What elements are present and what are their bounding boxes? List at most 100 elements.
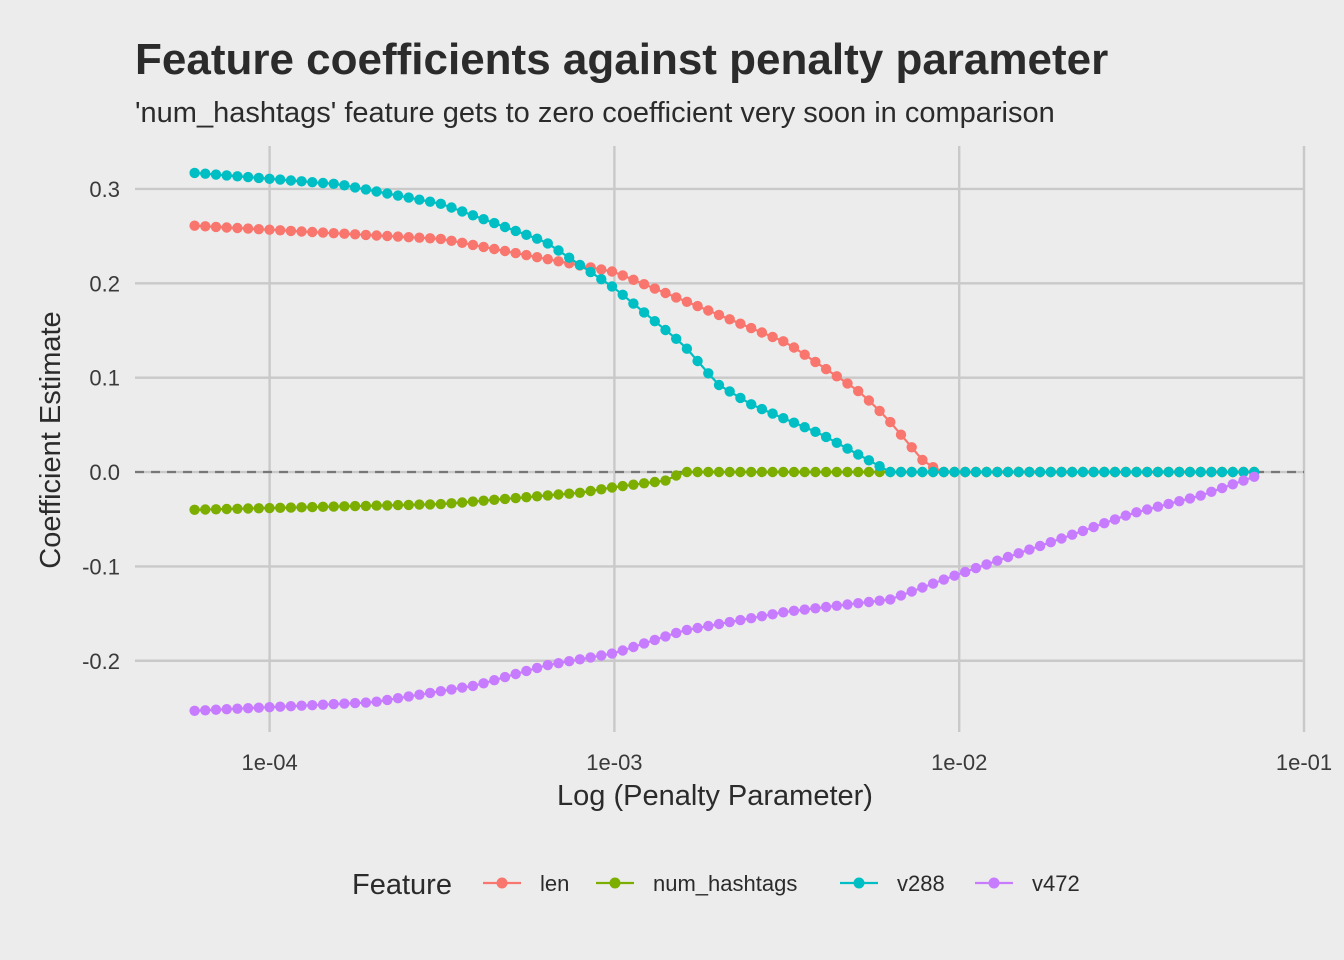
legend-key-point: [853, 877, 865, 889]
data-point: [1109, 466, 1121, 478]
data-point: [810, 356, 821, 368]
data-point: [960, 566, 971, 578]
data-point: [382, 694, 393, 706]
data-point: [927, 466, 939, 478]
data-point: [1056, 533, 1067, 544]
data-point: [788, 417, 800, 428]
legend-key-point: [988, 877, 1000, 889]
data-point: [446, 202, 457, 213]
data-point: [467, 239, 479, 251]
data-point: [1120, 466, 1132, 478]
data-point: [617, 645, 628, 656]
data-point: [424, 196, 436, 207]
data-point: [713, 309, 725, 321]
data-point: [992, 466, 1003, 478]
data-point: [585, 266, 596, 278]
data-point: [285, 175, 297, 186]
data-point: [692, 355, 703, 367]
data-point: [521, 665, 532, 677]
data-point: [1249, 471, 1260, 482]
y-tick-label: -0.1: [82, 554, 120, 579]
data-point: [831, 437, 842, 448]
data-point: [210, 704, 222, 715]
data-point: [285, 225, 297, 237]
data-point: [649, 476, 660, 488]
series-line: [194, 475, 1255, 712]
data-point: [264, 224, 275, 235]
data-point: [296, 700, 307, 711]
x-axis-ticks: 1e-04 1e-03 1e-02 1e-01: [241, 750, 1332, 775]
data-point: [585, 485, 596, 497]
data-point: [1184, 466, 1196, 478]
data-point: [510, 225, 521, 237]
series-layer: [189, 167, 1260, 716]
data-point: [799, 604, 810, 615]
data-point: [1013, 548, 1024, 559]
data-point: [638, 638, 650, 649]
data-point: [499, 221, 511, 233]
data-point: [767, 408, 778, 419]
data-point: [339, 698, 350, 709]
data-point: [671, 292, 682, 303]
data-point: [275, 225, 286, 236]
data-point: [253, 702, 264, 713]
data-point: [724, 386, 735, 397]
data-point: [1238, 475, 1249, 486]
data-point: [307, 700, 318, 711]
data-point: [1024, 466, 1035, 478]
data-point: [1067, 466, 1078, 478]
data-point: [938, 466, 949, 478]
data-point: [478, 678, 489, 689]
data-point: [1227, 466, 1239, 478]
data-point: [885, 416, 896, 428]
data-point: [339, 180, 350, 191]
data-point: [371, 500, 382, 511]
data-point: [1163, 466, 1174, 478]
data-point: [424, 233, 436, 244]
data-point: [328, 698, 339, 710]
data-point: [553, 489, 564, 500]
legend-item-v288: v288: [840, 871, 945, 896]
data-point: [1034, 540, 1046, 552]
data-point: [617, 270, 628, 281]
data-point: [531, 252, 543, 263]
data-point: [778, 336, 789, 347]
data-point: [1002, 551, 1014, 563]
data-point: [574, 487, 586, 498]
data-point: [799, 466, 810, 478]
x-axis-label: Log (Penalty Parameter): [557, 780, 873, 812]
data-point: [895, 429, 907, 440]
data-point: [778, 466, 789, 478]
data-point: [275, 502, 286, 513]
data-point: [489, 217, 500, 229]
data-point: [842, 466, 853, 478]
data-point: [981, 466, 992, 478]
y-tick-label: 0.1: [89, 366, 120, 391]
data-point: [232, 171, 243, 182]
data-point: [788, 605, 800, 616]
data-point: [232, 503, 243, 514]
data-point: [1067, 529, 1078, 540]
data-point: [553, 256, 564, 267]
data-point: [349, 697, 361, 709]
data-point: [210, 504, 222, 515]
data-point: [756, 403, 768, 415]
data-point: [756, 466, 768, 478]
data-point: [371, 186, 382, 197]
data-point: [457, 682, 468, 693]
data-point: [542, 254, 553, 265]
data-point: [960, 466, 971, 478]
data-point: [649, 316, 660, 327]
data-point: [564, 488, 575, 499]
data-point: [360, 697, 372, 708]
legend-label: len: [540, 871, 569, 896]
data-point: [232, 703, 243, 714]
data-point: [746, 399, 757, 410]
data-point: [317, 699, 329, 710]
data-point: [382, 230, 393, 242]
legend-item-num_hashtags: num_hashtags: [596, 871, 797, 896]
data-point: [863, 455, 875, 466]
data-point: [1142, 504, 1153, 515]
data-point: [703, 368, 714, 379]
data-point: [392, 190, 404, 201]
